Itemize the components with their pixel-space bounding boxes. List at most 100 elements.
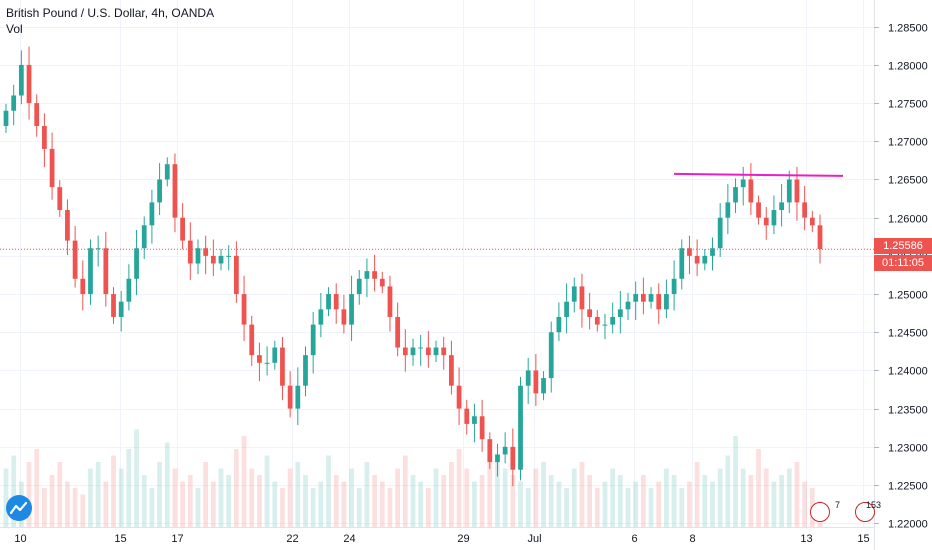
candle-body (756, 202, 761, 218)
volume-bar (241, 436, 247, 527)
volume-bar (756, 449, 761, 527)
volume-bar (625, 488, 631, 527)
candle-body (387, 286, 393, 317)
price-tick-label: 1.27000 (888, 137, 928, 149)
candle-body (564, 301, 569, 317)
price-tick-label: 1.28000 (888, 61, 928, 73)
volume-bar (379, 481, 385, 527)
candle-body (640, 294, 646, 302)
volume-bar (118, 468, 124, 527)
candle-body (95, 248, 101, 250)
date-tick-label: 17 (171, 533, 183, 545)
bar-countdown-label: 01:11:05 (874, 255, 932, 271)
volume-bar (264, 455, 270, 527)
volume-bar (111, 455, 116, 527)
candle-body (57, 187, 63, 211)
candle-body (203, 248, 209, 256)
volume-bar (303, 475, 308, 527)
candle-body (679, 248, 685, 279)
candle-body (510, 446, 516, 470)
volume-bar (280, 488, 285, 527)
economic-event-flag-icon-2[interactable] (855, 502, 875, 522)
price-axis[interactable]: 1.22000 1.22500 1.23000 1.23500 1.24000 1.245… (874, 23, 928, 531)
candle-body (341, 309, 347, 325)
volume-bar (195, 488, 201, 527)
volume-indicator-label[interactable]: Vol (6, 22, 23, 36)
volume-bar (656, 481, 662, 527)
volume-bar (295, 462, 301, 527)
candle-body (395, 316, 401, 348)
volume-bar (702, 475, 708, 527)
volume-bar (533, 468, 539, 527)
volume-bar (748, 475, 754, 527)
volume-bar (410, 475, 416, 527)
candle-body (541, 378, 546, 394)
candle-body (249, 324, 255, 356)
volume-bar (233, 449, 239, 527)
candle-body (748, 179, 754, 203)
candle-body (771, 210, 777, 226)
volume-bar (794, 462, 800, 527)
grid-lines (0, 0, 874, 527)
volume-bar (387, 488, 393, 527)
candle-body (372, 271, 377, 279)
volume-bar (786, 468, 792, 527)
candle-body (303, 355, 308, 386)
volume-bar (679, 488, 685, 527)
volume-histogram (3, 429, 823, 527)
symbol-title[interactable]: British Pound / U.S. Dollar, 4h, OANDA (6, 6, 215, 20)
date-tick-label: 24 (343, 533, 355, 545)
date-tick-label: 8 (689, 533, 695, 545)
price-tick-label: 1.25000 (888, 290, 928, 302)
volume-bar (95, 462, 101, 527)
candle-body (433, 347, 439, 356)
candle-body (241, 294, 247, 325)
candle-body (210, 255, 216, 264)
price-tick-label: 1.28500 (888, 23, 928, 35)
price-tick-label: 1.23000 (888, 443, 928, 455)
price-tick-label: 1.24000 (888, 366, 928, 378)
economic-event-flag-icon[interactable] (810, 502, 830, 522)
volume-bar (495, 455, 500, 527)
volume-bar (479, 475, 485, 527)
candle-body (587, 309, 593, 317)
volume-bar (80, 494, 86, 527)
volume-bar (88, 468, 93, 527)
volume-bar (49, 475, 55, 527)
volume-bar (364, 462, 370, 527)
candle-body (356, 278, 362, 295)
tradingview-logo-icon[interactable] (6, 495, 32, 521)
candle-body (533, 370, 539, 394)
candle-body (779, 202, 784, 211)
volume-bar (487, 462, 493, 527)
candle-body (42, 126, 47, 149)
volume-bar (287, 468, 293, 527)
candle-body (88, 248, 93, 295)
volume-bar (103, 481, 109, 527)
candle-body (134, 248, 139, 279)
volume-bar (740, 468, 746, 527)
volume-bar (710, 481, 715, 527)
candle-body (633, 294, 639, 302)
candle-body (126, 278, 132, 302)
candle-body (65, 210, 70, 241)
candle-body (617, 309, 623, 317)
volume-bar (11, 455, 17, 527)
volume-bar (464, 468, 470, 527)
resistance-trendline (673, 172, 844, 177)
candle-body (464, 408, 470, 424)
volume-bar (126, 449, 132, 527)
candle-body (694, 255, 700, 264)
volume-bar (518, 481, 523, 527)
candle-body (717, 217, 723, 249)
volume-bar (594, 488, 600, 527)
volume-bar (633, 481, 639, 527)
candle-body (625, 301, 631, 310)
candle-body (80, 278, 86, 295)
candle-body (149, 202, 155, 226)
volume-bar (164, 442, 170, 527)
candle-body (671, 278, 677, 295)
time-axis[interactable]: 10 15 17 22 24 29 Jul 6 8 13 15 (14, 533, 869, 545)
volume-bar (441, 475, 447, 527)
